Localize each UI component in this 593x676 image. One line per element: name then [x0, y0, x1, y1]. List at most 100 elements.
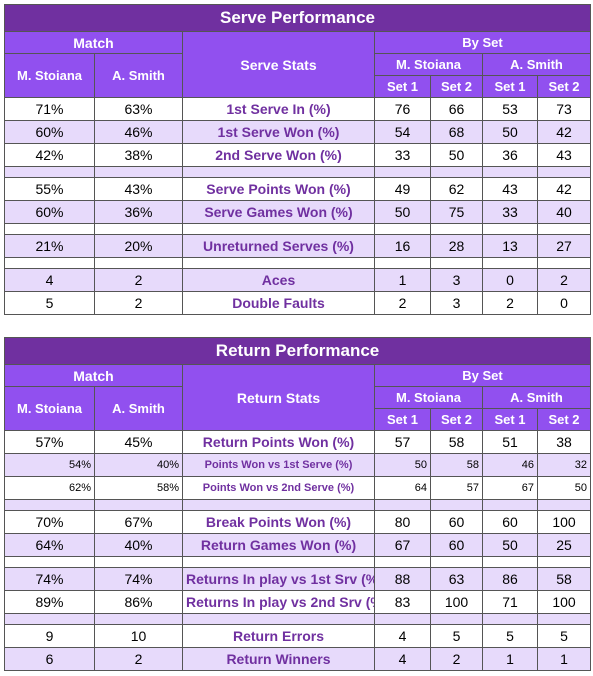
spacer-cell: [182, 257, 375, 269]
spacer-cell: [482, 613, 538, 625]
spacer-row: [4, 223, 591, 235]
set-value: 75: [430, 200, 483, 224]
player-header: M. Stoiana: [4, 53, 95, 98]
set-value: 100: [536, 510, 592, 534]
match-value: 9: [4, 624, 95, 648]
set-value: 32: [536, 453, 592, 477]
spacer-cell: [430, 223, 483, 235]
match-value: 21%: [4, 234, 95, 258]
spacer-cell: [94, 556, 183, 568]
stat-label: Return Games Won (%): [182, 533, 375, 557]
set-value: 42: [537, 120, 591, 144]
match-value: 2: [94, 268, 183, 292]
set-value: 2: [482, 291, 538, 315]
header-row: M. Stoiana A. Smith M. Stoiana A. Smith: [4, 53, 591, 98]
match-value: 20%: [94, 234, 183, 258]
set-value: 57: [430, 476, 483, 500]
set-header: Set 2: [536, 408, 592, 431]
set-value: 25: [536, 533, 592, 557]
match-header: Match: [4, 31, 183, 54]
set-value: 60: [430, 533, 483, 557]
set-value: 5: [482, 624, 538, 648]
match-value: 62%: [4, 476, 95, 500]
match-value: 10: [94, 624, 183, 648]
set-value: 57: [374, 430, 431, 454]
spacer-cell: [374, 499, 431, 511]
stat-label: Return Errors: [182, 624, 375, 648]
set-value: 4: [374, 647, 431, 671]
match-header: Match: [4, 364, 183, 387]
header-row: Match Serve Stats By Set: [4, 31, 591, 98]
stat-row: 70% 67% Break Points Won (%) 80 60 60 100: [4, 510, 592, 534]
spacer-cell: [4, 556, 95, 568]
set-header: Set 2: [430, 408, 483, 431]
stat-label: Serve Games Won (%): [182, 200, 375, 224]
stat-row: 64% 40% Return Games Won (%) 67 60 50 25: [4, 533, 592, 557]
set-value: 0: [537, 291, 591, 315]
spacer-cell: [4, 499, 95, 511]
set-value: 38: [536, 430, 592, 454]
set-value: 33: [482, 200, 538, 224]
spacer-cell: [482, 499, 538, 511]
stat-row: 4 2 Aces 1 3 0 2: [4, 268, 591, 292]
set-value: 58: [536, 567, 592, 591]
set-value: 3: [430, 291, 483, 315]
match-value: 2: [94, 291, 183, 315]
set-value: 50: [374, 453, 431, 477]
set-value: 50: [482, 533, 538, 557]
header-row: M. Stoiana A. Smith M. Stoiana A. Smith: [4, 386, 592, 431]
stat-label: 1st Serve Won (%): [182, 120, 375, 144]
stat-row: 60% 36% Serve Games Won (%) 50 75 33 40: [4, 200, 591, 224]
title-row: Return Performance: [3, 337, 592, 365]
set-value: 60: [430, 510, 483, 534]
stat-label: Returns In play vs 2nd Srv (%): [182, 590, 375, 614]
spacer-cell: [537, 257, 591, 269]
player-set-header: A. Smith: [482, 53, 591, 76]
spacer-cell: [94, 166, 183, 178]
spacer-cell: [374, 257, 431, 269]
match-value: 71%: [4, 97, 95, 121]
table-title: Return Performance: [3, 337, 592, 365]
spacer-row: [4, 166, 591, 178]
set-value: 80: [374, 510, 431, 534]
set-value: 40: [537, 200, 591, 224]
set-value: 1: [374, 268, 431, 292]
set-value: 83: [374, 590, 431, 614]
set-value: 4: [374, 624, 431, 648]
player-header: A. Smith: [94, 53, 183, 98]
stat-label: Double Faults: [182, 291, 375, 315]
stats-header: Return Stats: [182, 364, 375, 431]
spacer-cell: [430, 556, 483, 568]
match-value: 64%: [4, 533, 95, 557]
spacer-cell: [537, 166, 591, 178]
spacer-cell: [94, 223, 183, 235]
set-value: 71: [482, 590, 538, 614]
stat-label: Return Winners: [182, 647, 375, 671]
match-value: 5: [4, 291, 95, 315]
player-set-header: M. Stoiana: [374, 53, 483, 76]
stat-row: 9 10 Return Errors 4 5 5 5: [4, 624, 592, 648]
stat-label: 1st Serve In (%): [182, 97, 375, 121]
set-value: 86: [482, 567, 538, 591]
match-value: 67%: [94, 510, 183, 534]
set-header: Set 1: [374, 408, 431, 431]
set-value: 50: [482, 120, 538, 144]
stat-label: 2nd Serve Won (%): [182, 143, 375, 167]
set-value: 3: [430, 268, 483, 292]
breakdown-row: 54% 40% Points Won vs 1st Serve (%) 50 58 46 3…: [4, 453, 592, 477]
stat-row: 71% 63% 1st Serve In (%) 76 66 53 73: [4, 97, 591, 121]
set-header: Set 1: [374, 75, 431, 98]
player-set-header: A. Smith: [481, 386, 592, 409]
match-value: 6: [4, 647, 95, 671]
match-value: 4: [4, 268, 95, 292]
title-row: Serve Performance: [4, 4, 591, 32]
spacer-cell: [537, 223, 591, 235]
set-value: 64: [374, 476, 431, 500]
match-value: 57%: [4, 430, 95, 454]
spacer-cell: [482, 223, 538, 235]
match-value: 54%: [4, 453, 95, 477]
match-value: 42%: [4, 143, 95, 167]
return-table: Return Performance Match Return Stats By Se…: [3, 337, 592, 671]
stat-row: 6 2 Return Winners 4 2 1 1: [4, 647, 592, 671]
set-value: 36: [482, 143, 538, 167]
